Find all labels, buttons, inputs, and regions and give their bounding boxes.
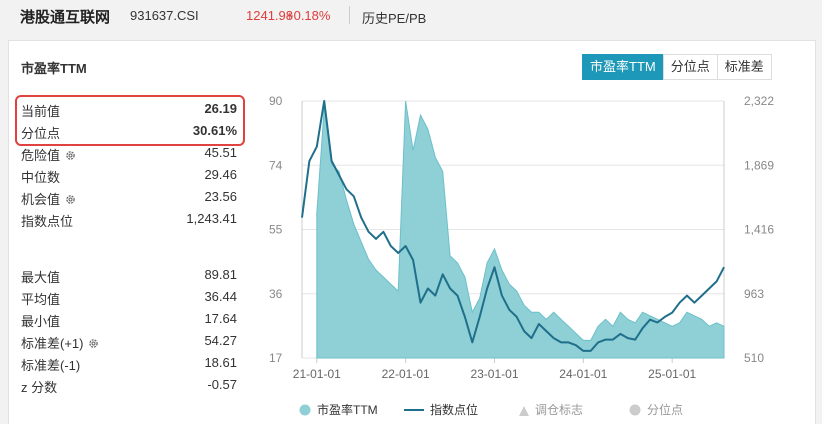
stat-label: 最小值	[21, 311, 60, 330]
tab-pe-ttm[interactable]: 市盈率TTM	[582, 54, 664, 80]
stat-value: 26.19	[204, 101, 237, 116]
stat-label: 危险值	[21, 145, 76, 164]
y-left-tick: 17	[269, 351, 283, 365]
stat-label-text: 机会值	[21, 192, 61, 207]
stat-value: 45.51	[204, 145, 237, 160]
legend-item-rebalance[interactable]: 调仓标志	[519, 401, 583, 418]
stat-value: 18.61	[204, 355, 237, 370]
stat-label: 中位数	[21, 167, 60, 186]
legend-item-index[interactable]: 指数点位	[404, 401, 478, 418]
y-left-tick: 55	[269, 223, 283, 237]
stat-row: 危险值 45.51	[21, 143, 237, 165]
legend-item-percentile[interactable]: 分位点	[629, 401, 683, 418]
stat-value: 17.64	[204, 311, 237, 326]
circle-icon	[629, 404, 641, 416]
stat-row: 机会值 23.56	[21, 187, 237, 209]
stat-label-text: 中位数	[21, 170, 61, 185]
stat-label-text: 最大值	[21, 270, 61, 285]
stat-label: 标准差(-1)	[21, 355, 80, 374]
tab-percentile[interactable]: 分位点	[662, 54, 718, 80]
stat-label-text: z 分数	[21, 380, 58, 395]
index-change: +0.18%	[286, 8, 331, 23]
x-tick-label: 22-01-01	[382, 367, 430, 381]
y-right-tick: 963	[744, 287, 764, 301]
stat-label-text: 标准差(-1)	[21, 358, 81, 373]
x-tick-label: 23-01-01	[470, 367, 518, 381]
current-value-highlight	[15, 95, 245, 146]
index-price: 1241.98	[246, 8, 293, 23]
valuation-card: 市盈率TTM 市盈率TTM 分位点 标准差 当前值 26.19 分位点 30.61% 危…	[8, 40, 816, 424]
stat-label: 平均值	[21, 289, 60, 308]
stat-row: 当前值 26.19	[21, 99, 237, 121]
stat-row: z 分数 -0.57	[21, 375, 237, 397]
gear-icon[interactable]	[65, 150, 76, 161]
metric-toggle: 市盈率TTM 分位点 标准差	[582, 54, 772, 80]
stat-value: 54.27	[204, 333, 237, 348]
stat-row: 标准差(-1) 18.61	[21, 353, 237, 375]
pe-circle-icon	[299, 404, 311, 416]
y-left-tick: 74	[269, 158, 283, 172]
index-code: 931637.CSI	[130, 8, 199, 23]
stat-label: 标准差(+1)	[21, 333, 99, 352]
stat-row: 指数点位 1,243.41	[21, 209, 237, 231]
y-left-tick: 36	[269, 287, 283, 301]
y-right-tick: 1,869	[744, 158, 774, 172]
stat-label-text: 最小值	[21, 314, 61, 329]
stat-label: 当前值	[21, 101, 60, 120]
stat-value: 23.56	[204, 189, 237, 204]
stat-label-text: 当前值	[21, 104, 61, 119]
gear-icon[interactable]	[65, 194, 76, 205]
stat-value: 89.81	[204, 267, 237, 282]
header-divider	[349, 6, 350, 24]
stat-row: 标准差(+1) 54.27	[21, 331, 237, 353]
stat-label-text: 指数点位	[21, 214, 74, 229]
x-tick-label: 25-01-01	[648, 367, 696, 381]
gear-icon[interactable]	[88, 338, 99, 349]
stat-value: 1,243.41	[186, 211, 237, 226]
page-subtitle: 历史PE/PB	[362, 11, 427, 26]
stat-label: z 分数	[21, 377, 57, 396]
header: 港股通互联网 931637.CSI 1241.98 +0.18% 历史PE/PB	[0, 0, 822, 34]
stat-value: 36.44	[204, 289, 237, 304]
stat-row: 中位数 29.46	[21, 165, 237, 187]
legend-label-percentile: 分位点	[647, 403, 684, 417]
legend-label-rebalance: 调仓标志	[535, 403, 584, 417]
line-icon	[404, 409, 424, 411]
stat-label: 最大值	[21, 267, 60, 286]
triangle-icon	[519, 406, 529, 416]
stat-label: 机会值	[21, 189, 76, 208]
x-tick-label: 21-01-01	[293, 367, 341, 381]
stat-label-text: 分位点	[21, 126, 61, 141]
stat-label-text: 危险值	[21, 148, 61, 163]
legend-label-pe: 市盈率TTM	[317, 403, 378, 417]
stat-label-text: 平均值	[21, 292, 61, 307]
stat-label-text: 标准差(+1)	[21, 336, 84, 351]
stat-label: 分位点	[21, 123, 60, 142]
index-name: 港股通互联网	[20, 9, 111, 26]
card-title: 市盈率TTM	[21, 61, 87, 76]
legend-label-index: 指数点位	[430, 403, 479, 417]
index-line	[301, 100, 725, 352]
stat-row: 平均值 36.44	[21, 287, 237, 309]
pe-chart: 90 2,322 74 1,869 55 1,416 36 963 17 510 21-01-01 2…	[269, 94, 774, 381]
y-right-tick: 1,416	[744, 223, 774, 237]
legend-item-pe[interactable]: 市盈率TTM	[299, 401, 378, 418]
stat-value: 29.46	[204, 167, 237, 182]
x-tick-label: 24-01-01	[559, 367, 607, 381]
stat-row: 分位点 30.61%	[21, 121, 237, 143]
stat-row: 最小值 17.64	[21, 309, 237, 331]
y-left-tick: 90	[269, 94, 283, 108]
stat-value: 30.61%	[192, 123, 237, 138]
stat-row: 最大值 89.81	[21, 265, 237, 287]
y-right-tick: 510	[744, 351, 764, 365]
stat-value: -0.57	[207, 377, 237, 392]
tab-std-dev[interactable]: 标准差	[716, 54, 772, 80]
stat-label: 指数点位	[21, 211, 73, 230]
y-right-tick: 2,322	[744, 94, 774, 108]
